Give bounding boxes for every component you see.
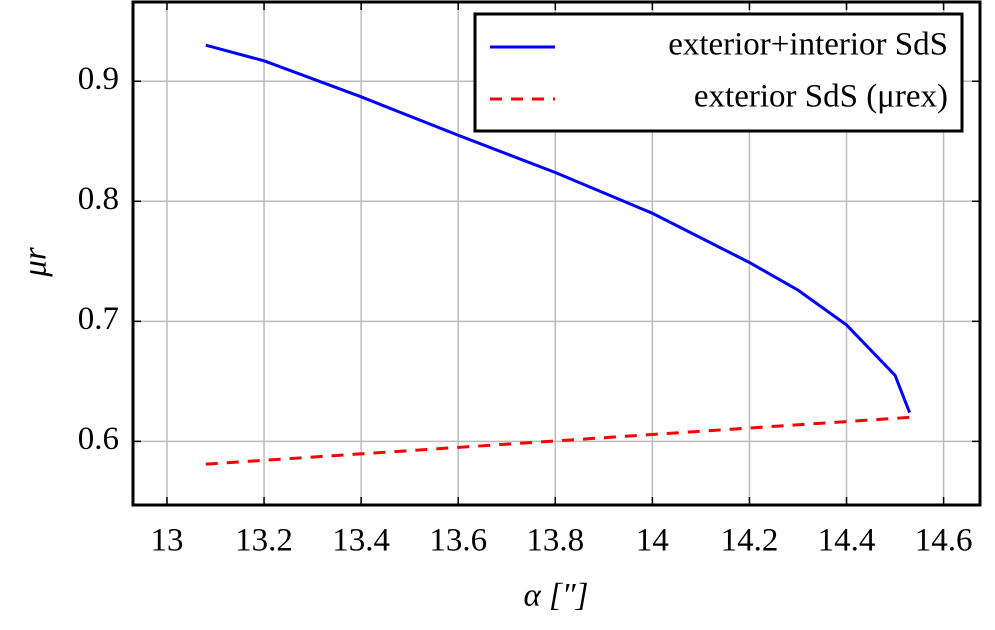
x-tick-label: 14.4 [818,523,876,559]
x-tick-label: 14.6 [915,523,973,559]
x-tick-label: 14.2 [721,523,779,559]
legend-box [473,12,964,133]
x-tick-label: 13.8 [526,523,584,559]
data-line [205,43,912,414]
y-tick-label: 0.9 [78,61,119,97]
y-axis-label: μr [18,247,54,278]
x-tick-label: 13.2 [235,523,293,559]
x-tick-label: 13.6 [429,523,487,559]
x-axis-label: α [″] [523,578,588,614]
y-tick-label: 0.6 [78,421,119,457]
x-tick-label: 14 [636,523,669,559]
x-tick-label: 13 [150,523,183,559]
legend-label: exterior+interior SdS [668,27,948,63]
plot-frame [131,0,982,507]
x-tick-label: 13.4 [332,523,390,559]
y-tick-label: 0.8 [78,181,119,217]
legend-label: exterior SdS (μrex) [694,79,948,115]
y-tick-label: 0.7 [78,301,119,337]
